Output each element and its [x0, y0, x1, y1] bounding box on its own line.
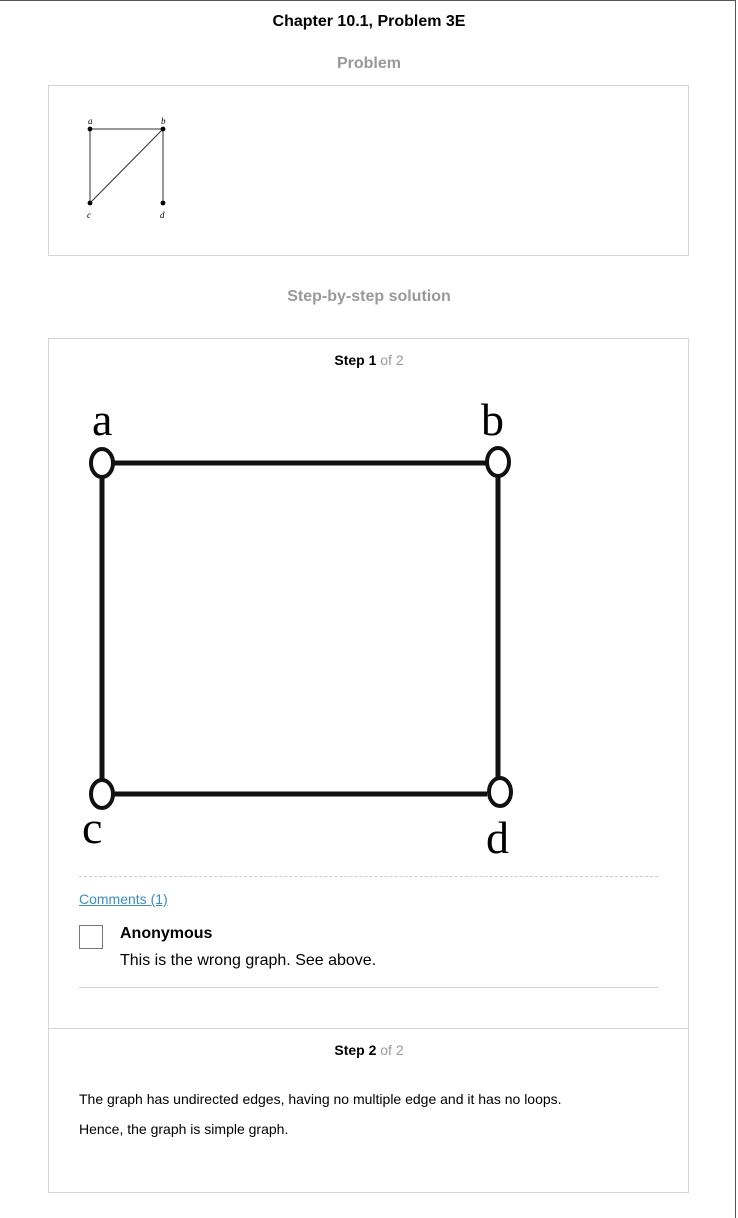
step-2-text-line-2: Hence, the graph is simple graph. [79, 1121, 289, 1137]
avatar [79, 925, 103, 949]
vertex-a [87, 126, 93, 132]
problem-graph-image: a b c d [87, 116, 166, 220]
problem-heading: Problem [336, 55, 401, 72]
step-2-text-line-1: The graph has undirected edges, having n… [79, 1091, 562, 1107]
vertex-a [89, 447, 115, 479]
comments-link[interactable]: Comments (1) [79, 891, 168, 907]
vertex-label-b: b [161, 116, 166, 126]
solution-graph-image: a b c d [82, 394, 513, 863]
vertex-c [87, 200, 93, 206]
step-2-of: of 2 [380, 1042, 404, 1058]
vertex-label-c: c [82, 802, 102, 853]
vertex-d [160, 200, 166, 206]
vertex-d [487, 776, 513, 808]
edge-b-c [89, 128, 164, 204]
vertex-label-b: b [481, 394, 504, 445]
solution-box [48, 338, 689, 1193]
vertex-b [160, 126, 166, 132]
step-2-header: Step 2 of 2 [0, 1042, 738, 1058]
step-divider [49, 1028, 688, 1029]
vertex-c [89, 778, 115, 810]
comment-author: Anonymous [120, 925, 213, 942]
chapter-title: Chapter 10.1, Problem 3E [272, 13, 466, 30]
step-1-header: Step 1 of 2 [0, 352, 738, 368]
vertex-b [485, 446, 511, 478]
vertex-label-c: c [87, 210, 91, 220]
solution-heading: Step-by-step solution [287, 288, 451, 305]
vertex-label-a: a [92, 394, 112, 445]
vertex-label-a: a [88, 116, 93, 126]
comment-text: This is the wrong graph. See above. [120, 952, 377, 969]
step-1-label: Step 1 [334, 352, 377, 368]
step-2-label: Step 2 [334, 1042, 377, 1058]
vertex-label-d: d [486, 812, 509, 863]
comment-divider [79, 987, 658, 988]
step-1-of: of 2 [380, 352, 404, 368]
comments-divider [79, 876, 658, 877]
vertex-label-d: d [160, 210, 165, 220]
problem-box [48, 85, 689, 256]
